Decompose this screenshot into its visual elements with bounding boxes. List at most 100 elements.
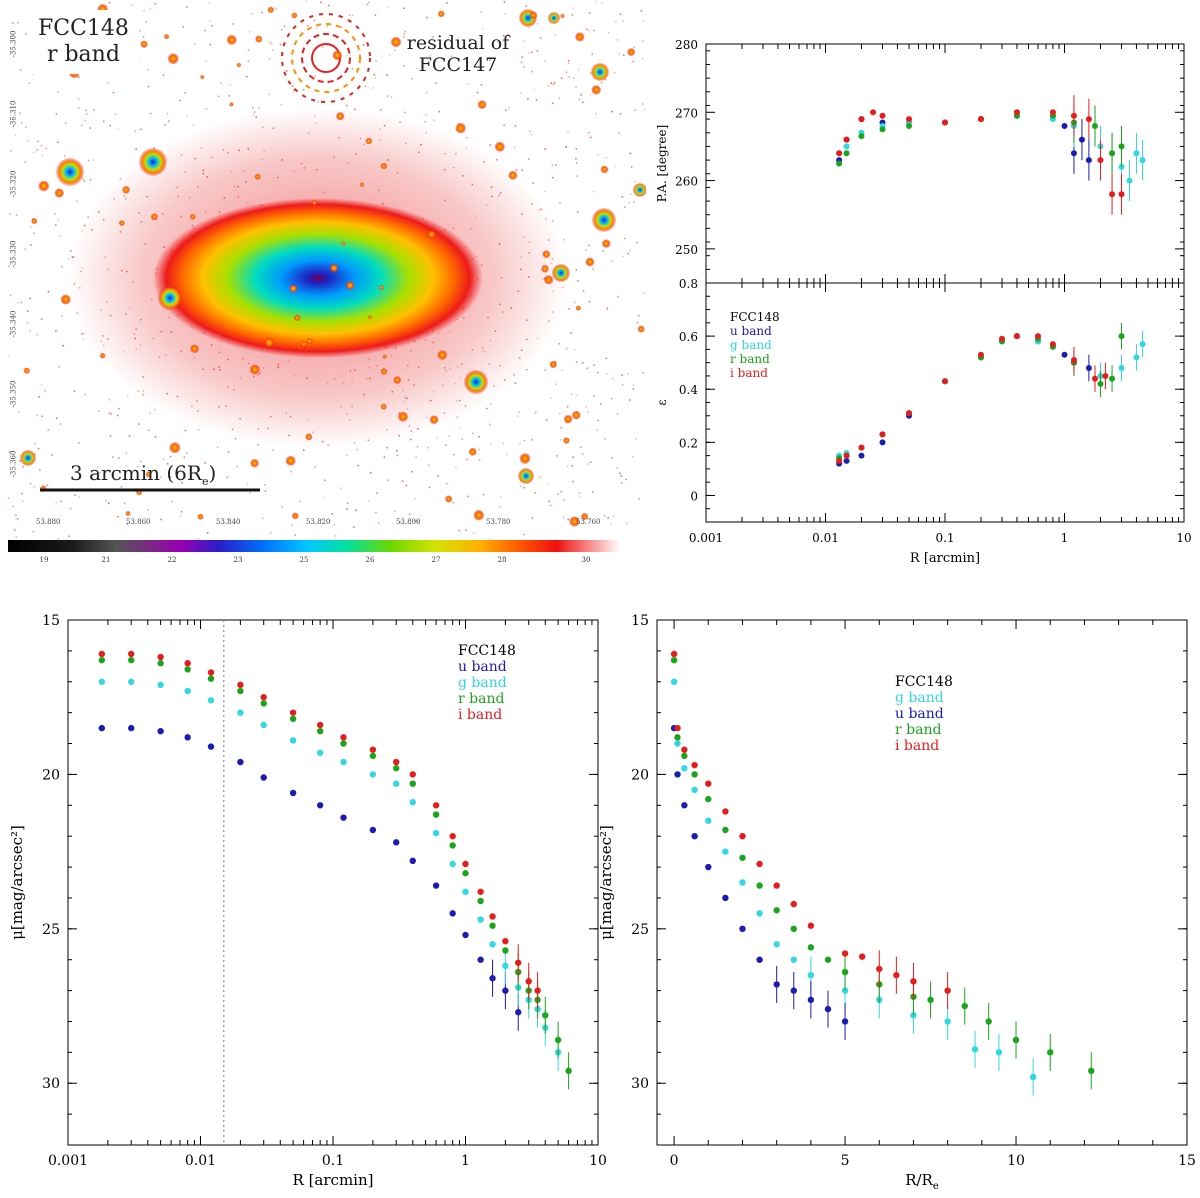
noise-pixel (313, 19, 316, 22)
data-point (670, 656, 678, 664)
bright-star (552, 264, 570, 282)
noise-pixel (77, 107, 80, 109)
noise-pixel (597, 371, 599, 374)
noise-pixel (573, 349, 576, 351)
noise-pixel (630, 193, 632, 195)
faint-source (427, 230, 436, 239)
data-point (515, 1009, 522, 1016)
noise-pixel (126, 523, 129, 525)
noise-pixel (47, 290, 50, 293)
noise-pixel (625, 478, 627, 481)
x-axis-label: R/Re (905, 1171, 939, 1192)
data-point (1049, 343, 1056, 350)
data-point (1049, 112, 1056, 119)
noise-pixel (403, 36, 405, 38)
noise-pixel (592, 268, 594, 270)
data-point (1049, 341, 1056, 348)
noise-pixel (247, 49, 250, 51)
noise-pixel (268, 93, 270, 96)
noise-pixel (142, 36, 145, 38)
noise-pixel (109, 435, 112, 437)
noise-pixel (32, 151, 35, 154)
data-point (554, 1036, 562, 1044)
noise-pixel (634, 109, 637, 111)
data-point (927, 996, 934, 1004)
noise-pixel (57, 141, 59, 143)
noise-pixel (269, 532, 272, 534)
data-point (98, 650, 106, 658)
plot-frame (705, 282, 1185, 523)
data-point (534, 996, 541, 1004)
faint-source (543, 275, 554, 285)
data-point (836, 157, 843, 164)
data-point (807, 971, 815, 979)
series-i-band (98, 650, 541, 1010)
noise-pixel (638, 314, 640, 317)
faint-source (229, 102, 234, 107)
noise-pixel (25, 33, 27, 35)
noise-pixel (27, 310, 29, 312)
x-tick-label: 0.01 (185, 1153, 216, 1169)
data-point (237, 758, 244, 766)
noise-pixel (562, 516, 565, 519)
data-point (1061, 122, 1068, 129)
noise-pixel (619, 472, 621, 474)
noise-pixel (575, 361, 578, 363)
faint-source (380, 368, 388, 375)
data-point (1133, 150, 1140, 157)
data-point (722, 808, 729, 815)
faint-source (560, 13, 565, 19)
data-point (502, 937, 509, 945)
data-point (985, 1018, 992, 1025)
noise-pixel (530, 134, 533, 136)
data-point (906, 116, 913, 123)
noise-pixel (85, 113, 88, 115)
noise-pixel (264, 490, 267, 492)
noise-pixel (41, 154, 44, 157)
noise-pixel (489, 59, 491, 61)
faint-source (437, 350, 448, 360)
noise-pixel (12, 22, 14, 24)
noise-pixel (29, 297, 31, 300)
noise-pixel (37, 140, 39, 143)
data-point (739, 854, 746, 861)
noise-pixel (469, 38, 471, 41)
noise-pixel (640, 10, 642, 12)
noise-pixel (376, 492, 378, 494)
data-point (237, 709, 244, 716)
data-point (722, 848, 729, 855)
colorbar-tick-label: 25 (299, 556, 309, 564)
noise-pixel (247, 60, 250, 62)
noise-pixel (366, 3, 368, 6)
faint-source (591, 85, 601, 95)
noise-pixel (234, 437, 237, 440)
noise-pixel (29, 330, 31, 332)
noise-pixel (55, 502, 57, 504)
data-point (942, 119, 948, 126)
noise-pixel (351, 14, 354, 17)
noise-pixel (269, 41, 271, 44)
data-point (843, 143, 850, 150)
dec-tick-label: -35.330 (9, 240, 18, 268)
series-r-band (670, 656, 1095, 1090)
data-point (393, 839, 400, 846)
noise-pixel (394, 510, 396, 513)
noise-pixel (630, 166, 633, 168)
noise-pixel (394, 49, 396, 51)
noise-pixel (326, 25, 328, 28)
faint-source (508, 170, 518, 180)
data-point (1029, 1073, 1037, 1081)
faint-source (445, 495, 453, 503)
residual-label-line2: FCC147 (418, 54, 498, 76)
data-point (879, 112, 886, 119)
noise-pixel (560, 426, 563, 429)
x-tick-label: 0.1 (322, 1153, 344, 1169)
data-point (944, 1018, 951, 1025)
noise-pixel (252, 107, 254, 109)
noise-pixel (204, 462, 206, 464)
bright-star (633, 183, 646, 197)
noise-pixel (611, 110, 613, 113)
faint-source (437, 10, 445, 18)
noise-pixel (40, 144, 43, 147)
data-point (739, 832, 746, 840)
